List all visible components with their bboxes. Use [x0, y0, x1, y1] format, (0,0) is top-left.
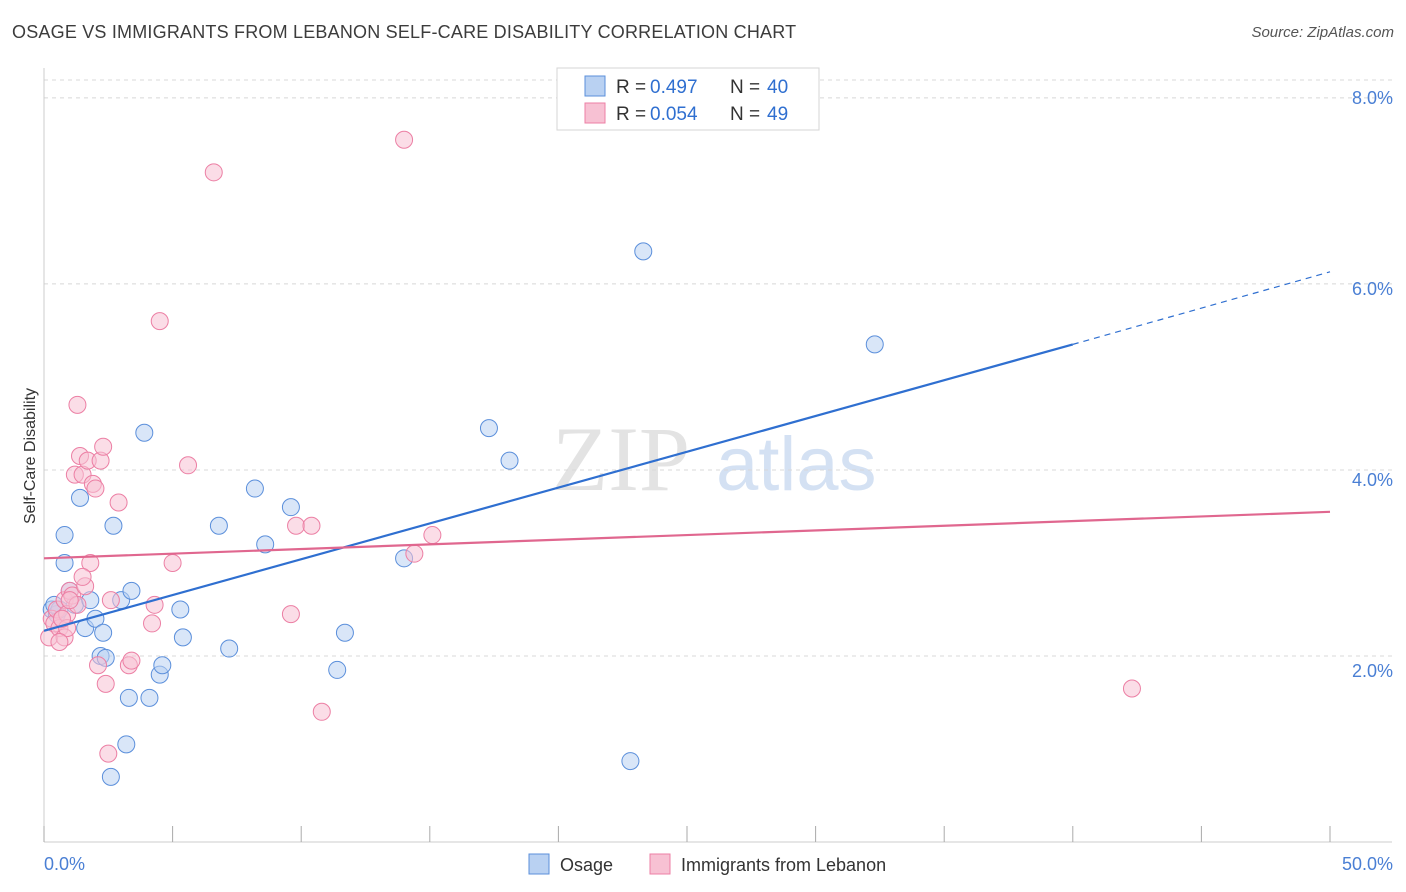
osage-point: [153, 656, 172, 675]
chart-title: OSAGE VS IMMIGRANTS FROM LEBANON SELF-CA…: [12, 22, 797, 42]
legend-r-label-osage: R =: [616, 77, 646, 98]
osage-point: [865, 335, 884, 354]
bottom-legend-swatch-osage: [528, 853, 550, 875]
lebanon-point: [302, 516, 321, 535]
lebanon-point: [53, 609, 72, 628]
legend-box: R = 0.497 N = 40 R = 0.054 N = 49: [556, 67, 820, 131]
osage-point: [479, 419, 498, 438]
osage-point: [104, 516, 123, 535]
osage-point: [135, 423, 154, 442]
lebanon-point: [73, 567, 92, 586]
y-tick-label-6: 6.0%: [1352, 279, 1393, 299]
lebanon-point: [89, 656, 108, 675]
bottom-legend-swatch-lebanon: [649, 853, 671, 875]
lebanon-point: [405, 544, 424, 563]
osage-point: [94, 623, 113, 642]
osage-trend-extension: [1072, 271, 1331, 345]
osage-point: [140, 688, 159, 707]
watermark-atlas: atlas: [716, 422, 877, 507]
osage-point: [621, 752, 640, 771]
lebanon-point: [86, 479, 105, 498]
osage-point: [122, 581, 141, 600]
osage-point: [281, 498, 300, 517]
osage-point: [119, 688, 138, 707]
x-tick-label-min: 0.0%: [44, 854, 85, 874]
x-tick-label-max: 50.0%: [1342, 854, 1393, 874]
osage-point: [256, 535, 275, 554]
y-tick-label-8: 8.0%: [1352, 88, 1393, 108]
source-label: Source: ZipAtlas.com: [1251, 24, 1394, 41]
lebanon-point: [68, 395, 87, 414]
y-tick-label-4: 4.0%: [1352, 470, 1393, 490]
legend-r-value-lebanon: 0.054: [650, 104, 698, 125]
osage-point: [209, 516, 228, 535]
osage-point: [101, 767, 120, 786]
lebanon-point: [99, 744, 118, 763]
legend-r-label-lebanon: R =: [616, 104, 646, 125]
osage-point: [500, 451, 519, 470]
lebanon-point: [287, 516, 306, 535]
grid-lines: [44, 79, 1392, 657]
lebanon-point: [60, 591, 79, 610]
legend-n-value-lebanon: 49: [767, 104, 788, 125]
osage-point: [55, 526, 74, 545]
legend-n-value-osage: 40: [767, 77, 788, 98]
osage-point: [71, 488, 90, 507]
lebanon-point: [281, 605, 300, 624]
data-points: [40, 130, 1141, 786]
osage-point: [328, 660, 347, 679]
lebanon-point: [96, 674, 115, 693]
bottom-legend: Osage Immigrants from Lebanon: [528, 853, 886, 875]
lebanon-point: [423, 526, 442, 545]
y-tick-label-2: 2.0%: [1352, 661, 1393, 681]
lebanon-point: [50, 633, 69, 652]
lebanon-point: [179, 456, 198, 475]
osage-point: [335, 623, 354, 642]
lebanon-point: [143, 614, 162, 633]
bottom-legend-label-lebanon: Immigrants from Lebanon: [681, 855, 886, 875]
bottom-legend-label-osage: Osage: [560, 855, 613, 875]
osage-point: [220, 639, 239, 658]
lebanon-point: [122, 651, 141, 670]
osage-point: [173, 628, 192, 647]
lebanon-point: [81, 553, 100, 572]
axis-ticks: [43, 826, 1331, 842]
lebanon-trend-line: [43, 510, 1331, 560]
legend-n-label-lebanon: N =: [730, 104, 760, 125]
lebanon-point: [94, 437, 113, 456]
osage-point: [171, 600, 190, 619]
lebanon-point: [1122, 679, 1141, 698]
osage-point: [245, 479, 264, 498]
y-axis-label: Self-Care Disability: [22, 388, 39, 524]
axes: [43, 68, 1392, 843]
lebanon-point: [395, 130, 414, 149]
osage-point: [634, 242, 653, 261]
lebanon-point: [204, 163, 223, 182]
legend-swatch-osage: [584, 75, 606, 97]
lebanon-point: [101, 591, 120, 610]
lebanon-point: [312, 702, 331, 721]
lebanon-point: [163, 553, 182, 572]
lebanon-point: [150, 312, 169, 331]
legend-r-value-osage: 0.497: [650, 77, 698, 98]
osage-trend-line: [43, 343, 1074, 632]
legend-swatch-lebanon: [584, 102, 606, 124]
watermark-zip: ZIP: [552, 408, 690, 510]
lebanon-point: [109, 493, 128, 512]
legend-n-label-osage: N =: [730, 77, 760, 98]
osage-point: [117, 735, 136, 754]
trend-lines: [43, 271, 1331, 632]
